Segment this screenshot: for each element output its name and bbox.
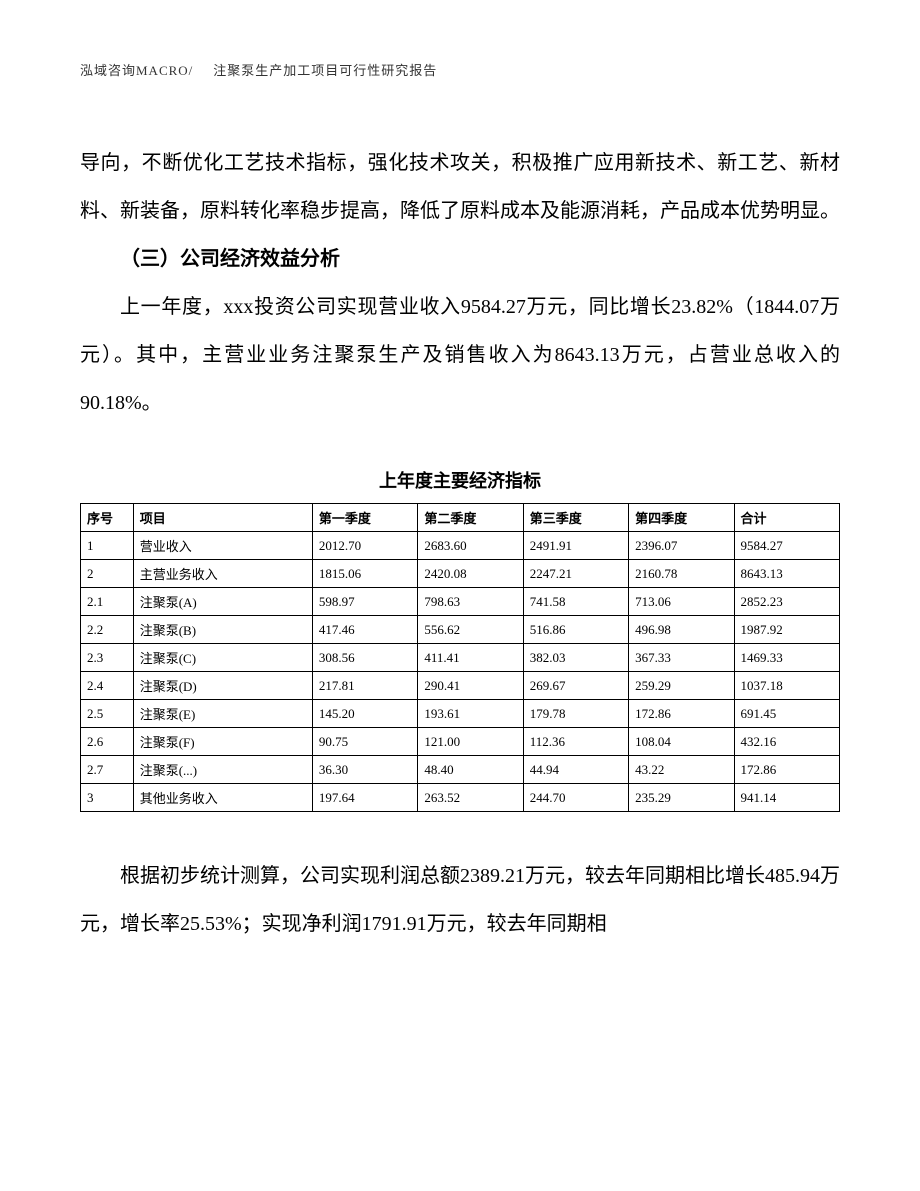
cell-total: 2852.23 [734, 588, 839, 616]
cell-total: 1987.92 [734, 616, 839, 644]
cell-total: 941.14 [734, 784, 839, 812]
cell-item: 注聚泵(F) [133, 728, 312, 756]
cell-q3: 179.78 [523, 700, 628, 728]
cell-total: 691.45 [734, 700, 839, 728]
cell-q3: 516.86 [523, 616, 628, 644]
table-row: 2.5 注聚泵(E) 145.20 193.61 179.78 172.86 6… [81, 700, 840, 728]
cell-index: 2.5 [81, 700, 134, 728]
cell-q4: 172.86 [629, 700, 734, 728]
cell-total: 8643.13 [734, 560, 839, 588]
cell-q4: 367.33 [629, 644, 734, 672]
cell-q2: 556.62 [418, 616, 523, 644]
cell-item: 主营业务收入 [133, 560, 312, 588]
cell-q3: 44.94 [523, 756, 628, 784]
cell-q4: 43.22 [629, 756, 734, 784]
col-header-q3: 第三季度 [523, 504, 628, 532]
cell-item: 其他业务收入 [133, 784, 312, 812]
col-header-item: 项目 [133, 504, 312, 532]
cell-index: 2.1 [81, 588, 134, 616]
cell-total: 432.16 [734, 728, 839, 756]
paragraph-2: 上一年度，xxx投资公司实现营业收入9584.27万元，同比增长23.82%（1… [80, 283, 840, 427]
cell-index: 2.3 [81, 644, 134, 672]
cell-q4: 2160.78 [629, 560, 734, 588]
cell-q3: 112.36 [523, 728, 628, 756]
table-header-row: 序号 项目 第一季度 第二季度 第三季度 第四季度 合计 [81, 504, 840, 532]
cell-q1: 308.56 [312, 644, 417, 672]
cell-q3: 741.58 [523, 588, 628, 616]
table-row: 2.1 注聚泵(A) 598.97 798.63 741.58 713.06 2… [81, 588, 840, 616]
cell-item: 注聚泵(E) [133, 700, 312, 728]
cell-index: 2.6 [81, 728, 134, 756]
cell-q2: 290.41 [418, 672, 523, 700]
cell-q1: 598.97 [312, 588, 417, 616]
cell-q1: 1815.06 [312, 560, 417, 588]
cell-item: 营业收入 [133, 532, 312, 560]
cell-total: 1469.33 [734, 644, 839, 672]
cell-q3: 382.03 [523, 644, 628, 672]
col-header-q1: 第一季度 [312, 504, 417, 532]
cell-q4: 2396.07 [629, 532, 734, 560]
cell-total: 172.86 [734, 756, 839, 784]
cell-index: 2 [81, 560, 134, 588]
cell-q2: 411.41 [418, 644, 523, 672]
cell-index: 3 [81, 784, 134, 812]
cell-index: 2.2 [81, 616, 134, 644]
cell-q2: 48.40 [418, 756, 523, 784]
col-header-total: 合计 [734, 504, 839, 532]
table-body: 1 营业收入 2012.70 2683.60 2491.91 2396.07 9… [81, 532, 840, 812]
table-row: 2.2 注聚泵(B) 417.46 556.62 516.86 496.98 1… [81, 616, 840, 644]
table-row: 2.4 注聚泵(D) 217.81 290.41 269.67 259.29 1… [81, 672, 840, 700]
cell-q1: 2012.70 [312, 532, 417, 560]
col-header-q4: 第四季度 [629, 504, 734, 532]
table-row: 1 营业收入 2012.70 2683.60 2491.91 2396.07 9… [81, 532, 840, 560]
cell-q4: 713.06 [629, 588, 734, 616]
cell-q1: 36.30 [312, 756, 417, 784]
cell-item: 注聚泵(B) [133, 616, 312, 644]
cell-q3: 244.70 [523, 784, 628, 812]
cell-q3: 269.67 [523, 672, 628, 700]
header-left: 泓域咨询MACRO/ [80, 63, 193, 78]
cell-item: 注聚泵(D) [133, 672, 312, 700]
page-header: 泓域咨询MACRO/注聚泵生产加工项目可行性研究报告 [80, 60, 840, 79]
cell-index: 2.7 [81, 756, 134, 784]
table-row: 2.6 注聚泵(F) 90.75 121.00 112.36 108.04 43… [81, 728, 840, 756]
paragraph-1: 导向，不断优化工艺技术指标，强化技术攻关，积极推广应用新技术、新工艺、新材料、新… [80, 139, 840, 235]
cell-item: 注聚泵(...) [133, 756, 312, 784]
cell-item: 注聚泵(A) [133, 588, 312, 616]
document-page: 泓域咨询MACRO/注聚泵生产加工项目可行性研究报告 导向，不断优化工艺技术指标… [0, 0, 920, 1191]
cell-q1: 417.46 [312, 616, 417, 644]
cell-q1: 217.81 [312, 672, 417, 700]
table-row: 3 其他业务收入 197.64 263.52 244.70 235.29 941… [81, 784, 840, 812]
cell-q3: 2247.21 [523, 560, 628, 588]
cell-total: 9584.27 [734, 532, 839, 560]
cell-q2: 798.63 [418, 588, 523, 616]
col-header-q2: 第二季度 [418, 504, 523, 532]
cell-q4: 108.04 [629, 728, 734, 756]
section-heading: （三）公司经济效益分析 [80, 235, 840, 283]
cell-q2: 2420.08 [418, 560, 523, 588]
col-header-index: 序号 [81, 504, 134, 532]
cell-q2: 193.61 [418, 700, 523, 728]
table-row: 2.7 注聚泵(...) 36.30 48.40 44.94 43.22 172… [81, 756, 840, 784]
table-row: 2.3 注聚泵(C) 308.56 411.41 382.03 367.33 1… [81, 644, 840, 672]
cell-index: 2.4 [81, 672, 134, 700]
economic-indicators-table: 序号 项目 第一季度 第二季度 第三季度 第四季度 合计 1 营业收入 2012… [80, 503, 840, 812]
cell-index: 1 [81, 532, 134, 560]
cell-item: 注聚泵(C) [133, 644, 312, 672]
cell-total: 1037.18 [734, 672, 839, 700]
cell-q4: 259.29 [629, 672, 734, 700]
paragraph-3: 根据初步统计测算，公司实现利润总额2389.21万元，较去年同期相比增长485.… [80, 852, 840, 948]
cell-q2: 2683.60 [418, 532, 523, 560]
cell-q4: 235.29 [629, 784, 734, 812]
cell-q1: 197.64 [312, 784, 417, 812]
cell-q2: 263.52 [418, 784, 523, 812]
table-title: 上年度主要经济指标 [80, 467, 840, 493]
cell-q1: 90.75 [312, 728, 417, 756]
cell-q2: 121.00 [418, 728, 523, 756]
header-right: 注聚泵生产加工项目可行性研究报告 [213, 63, 437, 78]
cell-q1: 145.20 [312, 700, 417, 728]
cell-q4: 496.98 [629, 616, 734, 644]
table-row: 2 主营业务收入 1815.06 2420.08 2247.21 2160.78… [81, 560, 840, 588]
cell-q3: 2491.91 [523, 532, 628, 560]
